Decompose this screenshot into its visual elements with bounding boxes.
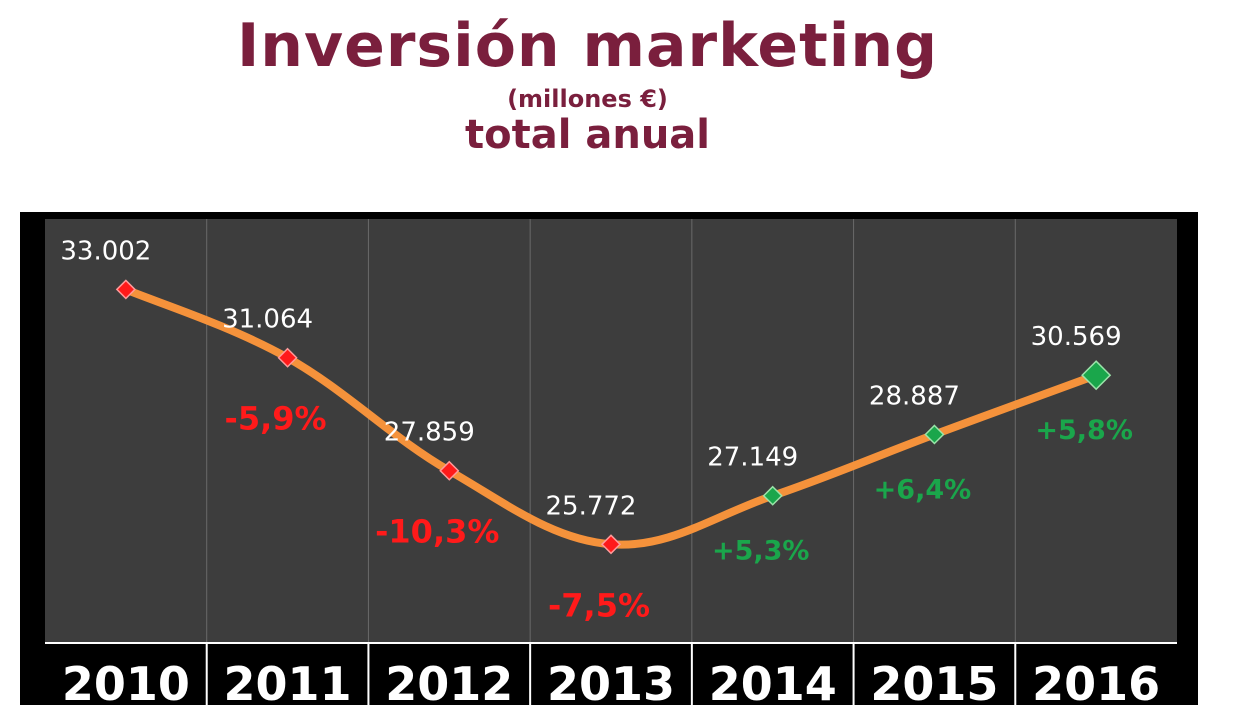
value-label: 31.064 <box>222 305 313 335</box>
line-chart: 33.002 31.064 -5,9% 27.859 -10,3% 25.772 -7,5%… <box>20 212 1198 705</box>
category-label: 2010 <box>62 657 190 705</box>
change-label: -10,3% <box>375 513 499 551</box>
value-label: 33.002 <box>60 236 151 266</box>
value-label: 25.772 <box>546 491 637 521</box>
x-axis-labels: 2010 2011 2012 2013 2014 2015 2016 <box>62 657 1160 705</box>
value-label: 30.569 <box>1031 322 1122 352</box>
change-label: -5,9% <box>225 400 327 438</box>
change-label: -7,5% <box>548 586 650 624</box>
value-label: 28.887 <box>869 381 960 411</box>
change-label: +5,8% <box>1035 415 1133 446</box>
chart-frame: 33.002 31.064 -5,9% 27.859 -10,3% 25.772 -7,5%… <box>20 212 1198 705</box>
category-label: 2012 <box>385 657 513 705</box>
category-label: 2014 <box>709 657 837 705</box>
chart-total-subtitle: total anual <box>0 110 1175 160</box>
value-label: 27.149 <box>707 443 798 473</box>
change-label: +6,4% <box>874 474 972 505</box>
chart-title: Inversión marketing <box>0 10 1175 82</box>
category-label: 2011 <box>224 657 352 705</box>
category-label: 2013 <box>547 657 675 705</box>
category-label: 2015 <box>870 657 998 705</box>
value-label: 27.859 <box>384 418 475 448</box>
plot-area <box>45 219 1177 642</box>
category-label: 2016 <box>1032 657 1160 705</box>
change-label: +5,3% <box>712 536 810 567</box>
